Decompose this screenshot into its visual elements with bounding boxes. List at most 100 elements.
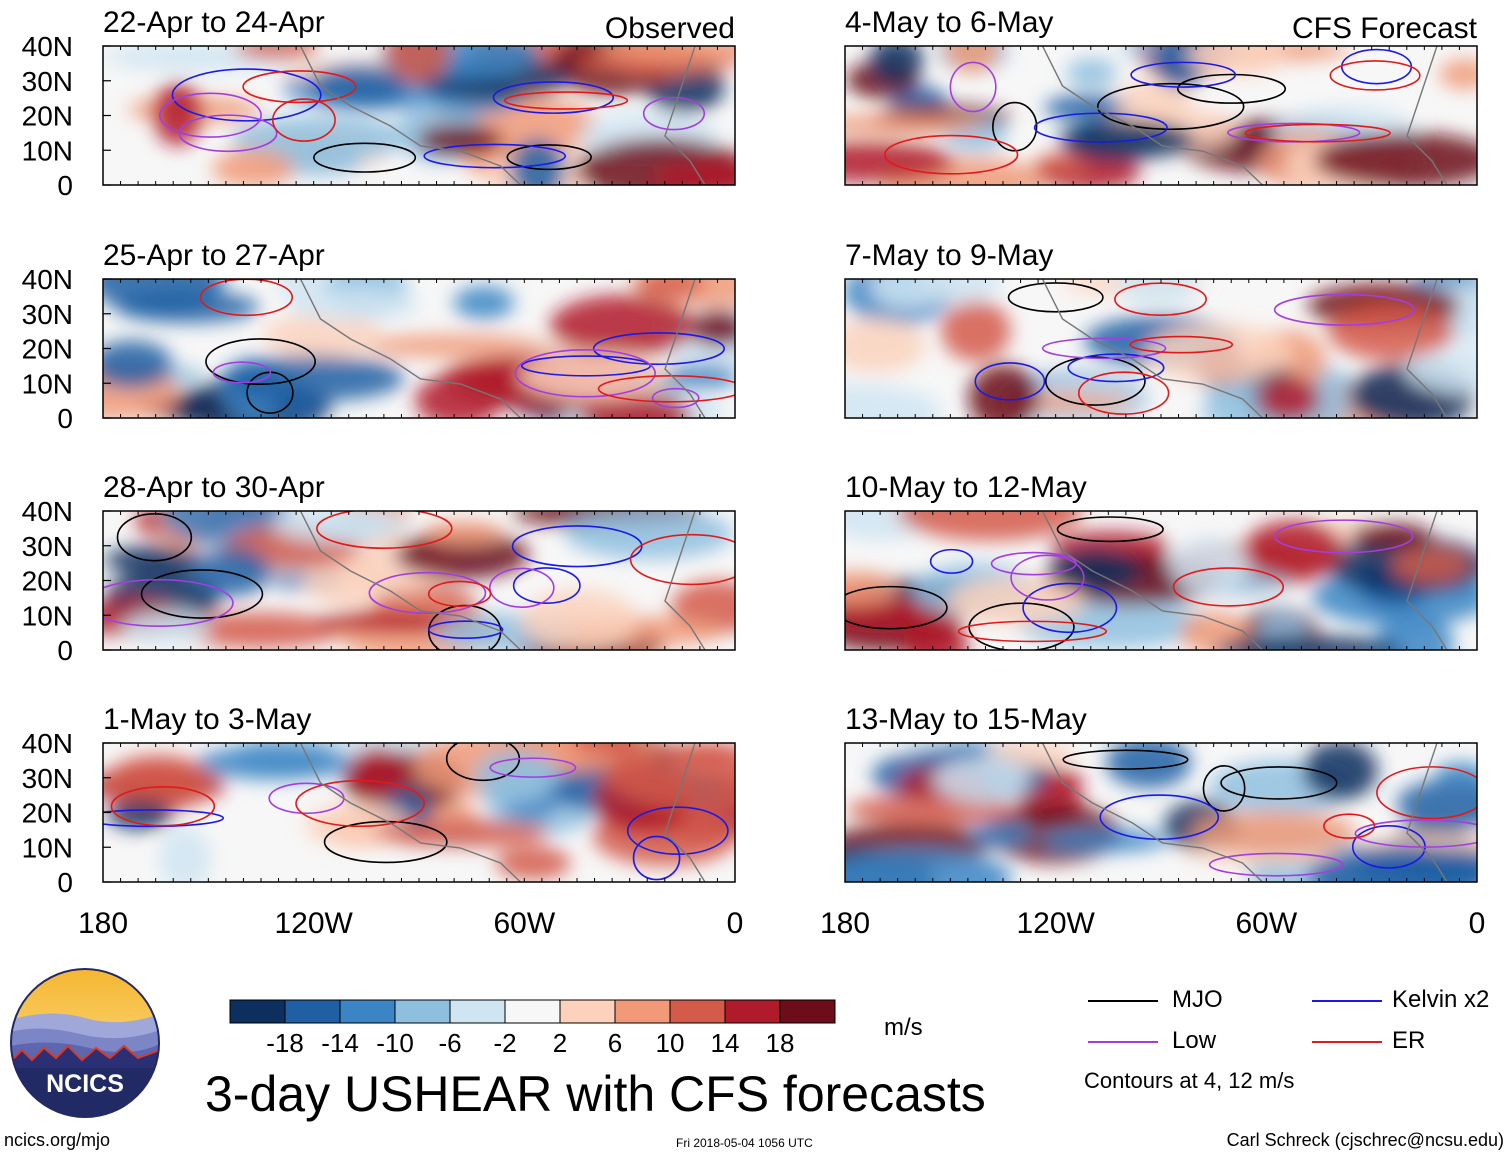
lon-tick-label: 180 bbox=[820, 907, 870, 940]
low-contour bbox=[1273, 293, 1416, 326]
er-contour bbox=[503, 91, 629, 110]
er-contour bbox=[629, 533, 735, 586]
coastline bbox=[1041, 511, 1264, 650]
ncics-logo: NCICS bbox=[10, 968, 160, 1118]
low-contour bbox=[651, 387, 700, 409]
coastline bbox=[299, 46, 522, 185]
low-contour bbox=[103, 578, 234, 627]
colorbar-swatch bbox=[614, 999, 671, 1024]
low-contour bbox=[178, 114, 278, 153]
low-contour bbox=[1041, 337, 1167, 360]
colorbar-swatch bbox=[559, 999, 616, 1024]
kelvin-x2-contour bbox=[520, 355, 652, 377]
mjo-contour bbox=[506, 144, 592, 171]
kelvin-x2-contour bbox=[1130, 61, 1237, 88]
coastline bbox=[1406, 743, 1448, 882]
mjo-contour bbox=[1220, 766, 1338, 800]
column-header: CFS Forecast bbox=[1292, 12, 1478, 45]
er-contour bbox=[1129, 335, 1234, 354]
shear-field bbox=[845, 46, 1477, 185]
shear-field bbox=[105, 46, 735, 185]
mjo-contour bbox=[205, 338, 317, 386]
lat-tick-label: 10N bbox=[22, 600, 73, 631]
er-contour bbox=[1172, 567, 1285, 607]
coastline bbox=[1041, 743, 1264, 882]
logo-text: NCICS bbox=[46, 1070, 124, 1098]
mjo-contour bbox=[1096, 82, 1245, 131]
shear-field bbox=[845, 743, 1477, 882]
colorbar-tick-label: 2 bbox=[553, 1028, 567, 1058]
er-contour bbox=[1114, 282, 1207, 316]
lat-tick-label: 40N bbox=[22, 728, 73, 759]
lat-tick-label: 0 bbox=[57, 635, 73, 666]
kelvin-x2-contour bbox=[632, 835, 681, 881]
colorbar-swatch bbox=[779, 999, 836, 1024]
er-contour bbox=[110, 786, 216, 827]
colorbar-tick-label: -6 bbox=[438, 1028, 461, 1058]
colorbar-tick-label: 6 bbox=[608, 1028, 622, 1058]
colorbar-tick-label: -2 bbox=[493, 1028, 516, 1058]
er-contour bbox=[316, 511, 453, 550]
panel-4-may-to-6-may: 4-May to 6-May CFS Forecast bbox=[844, 6, 1478, 186]
mjo-contour bbox=[323, 820, 448, 864]
panel-10-may-to-12-may: 10-May to 12-May bbox=[844, 471, 1478, 651]
lat-tick-label: 0 bbox=[57, 170, 73, 201]
er-contour bbox=[1323, 813, 1376, 839]
colorbar-swatch bbox=[284, 999, 341, 1024]
lat-tick-label: 0 bbox=[57, 403, 73, 434]
low-contour bbox=[1208, 852, 1344, 877]
colorbar-tick-label: 18 bbox=[766, 1028, 795, 1058]
panel-title: 25-Apr to 27-Apr bbox=[103, 239, 325, 272]
main-title: 3-day USHEAR with CFS forecasts bbox=[205, 1066, 986, 1122]
kelvin-x2-contour bbox=[512, 567, 581, 605]
colorbar-swatch bbox=[449, 999, 506, 1024]
colorbar-swatch bbox=[339, 999, 396, 1024]
kelvin-x2-contour bbox=[428, 620, 504, 639]
legend-er-swatch bbox=[1312, 1041, 1382, 1043]
lat-tick-label: 10N bbox=[22, 832, 73, 863]
site-link[interactable]: ncics.org/mjo bbox=[4, 1130, 111, 1150]
shear-field bbox=[103, 511, 735, 650]
lat-tick-label: 40N bbox=[22, 496, 73, 527]
kelvin-x2-contour bbox=[974, 362, 1046, 401]
colorbar-tick-label: -14 bbox=[321, 1028, 359, 1058]
coastline bbox=[1041, 46, 1264, 185]
kelvin-x2-contour bbox=[171, 68, 322, 122]
kelvin-x2-contour bbox=[423, 143, 567, 169]
colorbar-swatch bbox=[669, 999, 726, 1024]
er-contour bbox=[295, 779, 425, 828]
lat-tick-label: 20N bbox=[22, 566, 73, 597]
panel-title: 1-May to 3-May bbox=[103, 703, 311, 736]
lat-tick-label: 30N bbox=[22, 299, 73, 330]
low-contour bbox=[1274, 519, 1414, 554]
mjo-contour bbox=[140, 569, 264, 619]
lat-tick-label: 40N bbox=[22, 264, 73, 295]
coastline bbox=[664, 279, 706, 418]
mjo-contour bbox=[1202, 765, 1246, 812]
mjo-contour bbox=[1056, 516, 1164, 543]
er-contour bbox=[1077, 371, 1170, 415]
coastline bbox=[1406, 511, 1448, 650]
low-contour bbox=[212, 361, 272, 384]
column-header: Observed bbox=[605, 12, 735, 45]
legend-er-label: ER bbox=[1392, 1027, 1426, 1054]
shear-field bbox=[103, 279, 735, 418]
panel-title: 4-May to 6-May bbox=[845, 6, 1053, 39]
kelvin-x2-contour bbox=[1033, 112, 1168, 143]
low-contour bbox=[990, 551, 1077, 576]
legend-kelvin-label: Kelvin x2 bbox=[1392, 986, 1490, 1013]
kelvin-x2-contour bbox=[1099, 794, 1220, 841]
panel-7-may-to-9-may: 7-May to 9-May bbox=[844, 239, 1478, 419]
lon-tick-label: 0 bbox=[727, 907, 744, 940]
units-label: m/s bbox=[884, 1014, 923, 1041]
legend-mjo-swatch bbox=[1088, 1000, 1158, 1002]
kelvin-x2-contour bbox=[492, 81, 615, 114]
coastline bbox=[664, 743, 706, 882]
colorbar-swatch bbox=[724, 999, 781, 1024]
lat-tick-label: 30N bbox=[22, 66, 73, 97]
